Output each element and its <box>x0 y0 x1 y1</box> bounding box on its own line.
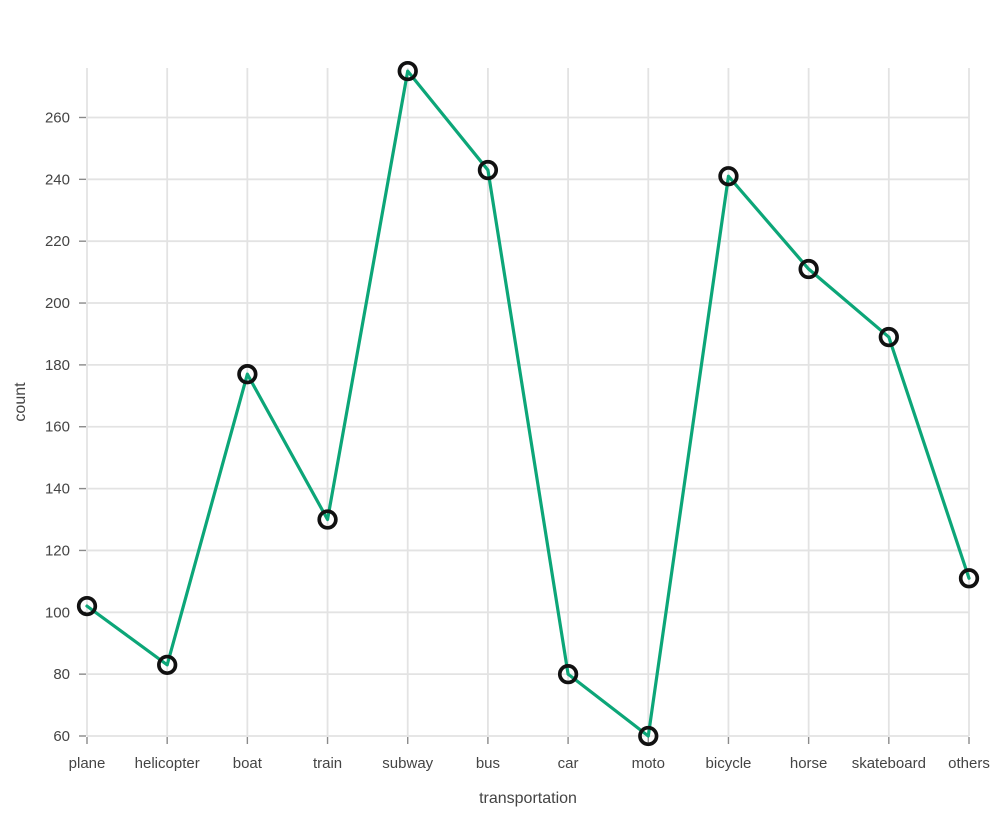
x-tick-labels: plane helicopter boat train subway bus car moto… <box>69 755 990 772</box>
data-point-subway[interactable] <box>397 60 418 82</box>
data-point-horse[interactable] <box>798 258 819 280</box>
y-tick-label-140: 140 <box>45 481 70 498</box>
y-tick-labels: 60 80 100 120 140 160 180 200 220 240 260 <box>45 109 70 745</box>
y-tick-label-80: 80 <box>53 666 70 683</box>
data-point-helicopter[interactable] <box>157 654 178 676</box>
y-tick-label-160: 160 <box>45 419 70 436</box>
x-tick-label-moto: moto <box>632 755 665 772</box>
y-tick-label-120: 120 <box>45 542 70 559</box>
x-tick-label-subway: subway <box>382 755 433 772</box>
x-tick-label-bus: bus <box>476 755 500 772</box>
y-tick-label-260: 260 <box>45 109 70 126</box>
data-point-skateboard[interactable] <box>878 326 899 348</box>
x-tick-label-bicycle: bicycle <box>706 755 752 772</box>
data-point-train[interactable] <box>317 509 338 530</box>
y-tick-label-200: 200 <box>45 295 70 312</box>
x-tick-label-others: others <box>948 755 990 772</box>
data-point-moto[interactable] <box>638 725 659 747</box>
x-tick-label-car: car <box>558 755 579 772</box>
x-tick-label-horse: horse <box>790 755 828 772</box>
count-line-series <box>85 69 971 738</box>
y-tick-label-220: 220 <box>45 233 70 250</box>
gridlines <box>86 68 970 737</box>
data-point-plane[interactable] <box>76 595 98 617</box>
axis-tick-marks <box>79 116 970 744</box>
data-point-bicycle[interactable] <box>718 166 739 187</box>
data-point-markers <box>76 60 980 747</box>
y-axis-title: count <box>12 382 29 422</box>
x-tick-label-skateboard: skateboard <box>852 755 926 772</box>
x-tick-label-helicopter: helicopter <box>135 755 200 772</box>
y-tick-label-240: 240 <box>45 171 70 188</box>
x-tick-label-boat: boat <box>233 755 263 772</box>
data-point-boat[interactable] <box>237 364 258 385</box>
count-line <box>85 69 971 738</box>
data-point-bus[interactable] <box>477 159 499 181</box>
x-tick-label-plane: plane <box>69 755 106 772</box>
data-point-others[interactable] <box>958 568 980 589</box>
y-tick-label-100: 100 <box>45 604 70 621</box>
y-tick-label-60: 60 <box>53 728 70 745</box>
x-tick-label-train: train <box>313 755 342 772</box>
data-point-car[interactable] <box>557 663 579 685</box>
y-tick-label-180: 180 <box>45 357 70 374</box>
x-axis-title: transportation <box>479 790 577 807</box>
